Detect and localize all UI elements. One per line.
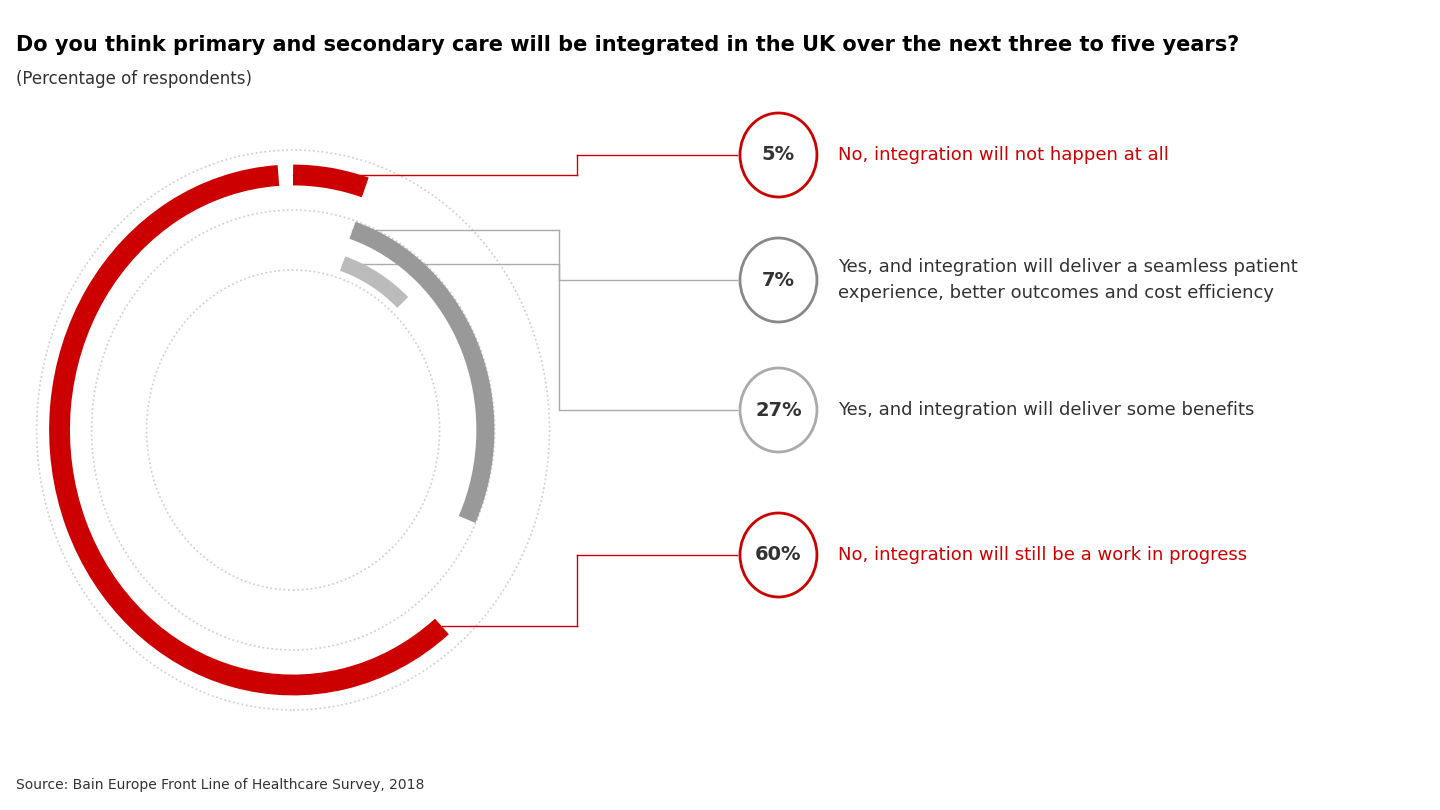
Text: No, integration will still be a work in progress: No, integration will still be a work in … [838, 546, 1247, 564]
Text: No, integration will not happen at all: No, integration will not happen at all [838, 146, 1169, 164]
Text: 5%: 5% [762, 146, 795, 164]
Text: 60%: 60% [755, 545, 802, 565]
Text: Source: Bain Europe Front Line of Healthcare Survey, 2018: Source: Bain Europe Front Line of Health… [16, 778, 425, 792]
Text: Yes, and integration will deliver a seamless patient
experience, better outcomes: Yes, and integration will deliver a seam… [838, 258, 1297, 301]
Text: 7%: 7% [762, 271, 795, 289]
Text: Yes, and integration will deliver some benefits: Yes, and integration will deliver some b… [838, 401, 1254, 419]
Text: (Percentage of respondents): (Percentage of respondents) [16, 70, 252, 88]
Text: Do you think primary and secondary care will be integrated in the UK over the ne: Do you think primary and secondary care … [16, 35, 1240, 55]
Text: 27%: 27% [755, 400, 802, 420]
